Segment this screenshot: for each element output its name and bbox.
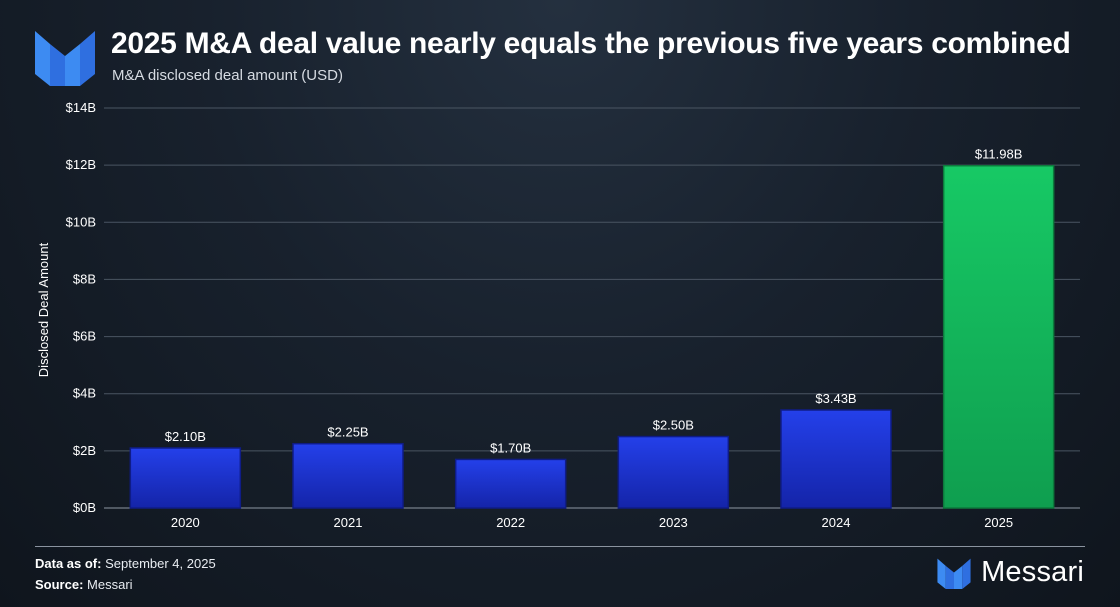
bar-2025 [942,164,1055,509]
x-tick-label-2020: 2020 [171,515,200,530]
y-axis-title: Disclosed Deal Amount [36,242,51,377]
footer-divider [35,546,1085,547]
messari-logo-icon [937,558,971,589]
bar-2022 [454,458,567,509]
y-tick-label: $6B [73,329,96,344]
data-label-2024: $3.43B [815,391,856,406]
data-date-value: September 4, 2025 [105,556,216,571]
data-date: Data as of: September 4, 2025 [35,556,216,571]
brand-name: Messari [981,556,1084,588]
x-tick-labels: 2020 2021 2022 2023 2024 2025 [171,515,1013,530]
data-labels: $2.10B $2.25B $1.70B $2.50B $3.43B $11.98B [165,147,1023,456]
y-tick-label: $10B [66,214,96,229]
data-label-2020: $2.10B [165,429,206,444]
bars [129,164,1055,509]
bar-2020 [129,447,242,509]
x-tick-label-2025: 2025 [984,515,1013,530]
data-label-2025: $11.98B [975,147,1022,162]
bar-2023 [617,435,730,509]
chart-subtitle: M&A disclosed deal amount (USD) [112,67,343,84]
data-label-2022: $1.70B [490,440,531,455]
data-label-2021: $2.25B [327,425,368,440]
data-source: Source: Messari [35,577,133,592]
bar-chart: $2.10B $2.25B $1.70B $2.50B $3.43B $11.98B $0… [36,100,1080,530]
y-tick-label: $4B [73,386,96,401]
chart-title: 2025 M&A deal value nearly equals the pr… [111,27,1071,60]
y-tick-label: $8B [73,271,96,286]
messari-logo-icon [35,31,95,86]
x-tick-label-2022: 2022 [496,515,525,530]
y-tick-labels: $0B $2B $4B $6B $8B $10B $12B $14B [66,100,96,515]
x-tick-label-2021: 2021 [334,515,363,530]
bar-2021 [292,442,404,509]
y-tick-label: $12B [66,157,96,172]
y-tick-label: $0B [73,500,96,515]
data-label-2023: $2.50B [653,418,694,433]
bar-2024 [780,409,892,509]
grid-lines [104,107,1080,509]
data-source-value: Messari [87,577,133,592]
x-tick-label-2023: 2023 [659,515,688,530]
y-tick-label: $2B [73,443,96,458]
data-source-label: Source: [35,577,84,592]
data-date-label: Data as of: [35,556,102,571]
brand-lockup: Messari [937,556,1084,589]
x-tick-label-2024: 2024 [822,515,851,530]
y-tick-label: $14B [66,100,96,115]
